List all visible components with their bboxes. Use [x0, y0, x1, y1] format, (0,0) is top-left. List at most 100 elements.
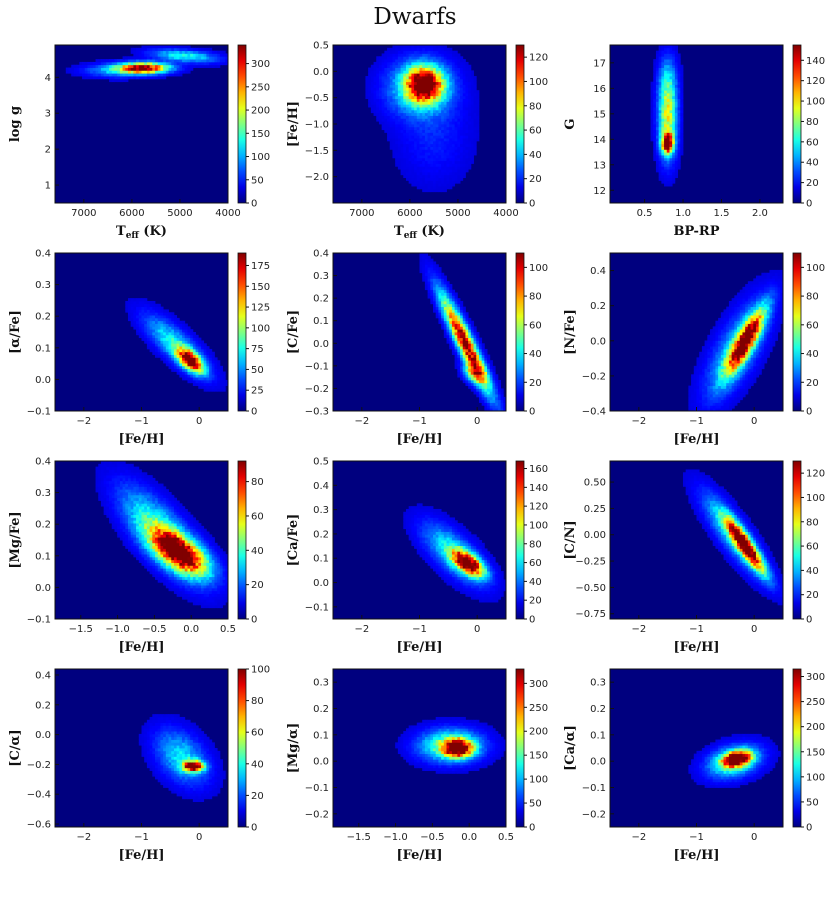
- heatmap-cell: [497, 402, 501, 406]
- heatmap-cell: [457, 140, 461, 145]
- heatmap-cell: [422, 264, 426, 268]
- heatmap-cells: [125, 298, 229, 392]
- heatmap-cell: [419, 70, 423, 74]
- heatmap-cell: [411, 78, 415, 83]
- heatmap-cell: [416, 121, 420, 125]
- heatmap-cell: [173, 56, 178, 60]
- heatmap-cell: [443, 334, 447, 339]
- heatmap-cell: [392, 115, 396, 119]
- heatmap-cell: [176, 371, 180, 375]
- heatmap-cell: [710, 379, 714, 384]
- heatmap-cell: [133, 67, 137, 71]
- heatmap-cell: [478, 388, 483, 392]
- heatmap-cell: [438, 64, 442, 68]
- heatmap-cell: [408, 166, 412, 170]
- heatmap-cell: [127, 61, 132, 66]
- heatmap-cell: [187, 45, 191, 49]
- heatmap-cell: [747, 303, 751, 308]
- heatmap-cell: [430, 78, 434, 83]
- heatmap-cell: [427, 76, 431, 80]
- heatmap-cell: [710, 377, 714, 381]
- heatmap-cell: [141, 326, 145, 330]
- heatmap-cell: [424, 101, 429, 105]
- heatmap-cell: [761, 312, 765, 316]
- heatmap-cell: [138, 329, 142, 333]
- heatmap-cell: [144, 303, 148, 308]
- heatmap-cell: [152, 309, 156, 313]
- heatmap-cell: [710, 408, 714, 412]
- heatmap-cell: [397, 45, 401, 49]
- heatmap-cell: [387, 109, 391, 114]
- heatmap-cell: [672, 76, 676, 80]
- heatmap-cell: [446, 140, 450, 145]
- heatmap-cell: [370, 104, 374, 108]
- heatmap-cell: [696, 360, 700, 364]
- heatmap-cell: [163, 59, 167, 63]
- heatmap-cell: [200, 53, 205, 57]
- heatmap-cell: [465, 64, 469, 68]
- heatmap-cell: [734, 402, 738, 406]
- heatmap-cell: [176, 340, 180, 344]
- heatmap-cell: [378, 73, 383, 77]
- heatmap-cell: [411, 56, 415, 60]
- colorbar-tick-label: 60: [806, 137, 819, 148]
- heatmap-cell: [693, 405, 697, 409]
- heatmap-cell: [462, 160, 466, 164]
- heatmap-cell: [460, 300, 464, 305]
- heatmap-cell: [157, 50, 161, 54]
- heatmap-cell: [478, 346, 483, 350]
- heatmap-cell: [737, 312, 741, 316]
- heatmap-cell: [739, 337, 743, 341]
- heatmap-cell: [433, 188, 437, 193]
- heatmap-cell: [734, 348, 738, 353]
- heatmap-cell: [214, 388, 218, 392]
- heatmap-cell: [658, 121, 662, 125]
- heatmap-cell: [389, 67, 393, 71]
- heatmap-cell: [171, 337, 175, 341]
- heatmap-cell: [176, 329, 180, 333]
- heatmap-cell: [723, 337, 727, 341]
- heatmap-cell: [163, 53, 167, 57]
- heatmap-cell: [419, 53, 423, 57]
- heatmap-cell: [171, 53, 175, 57]
- heatmap-cell: [487, 408, 491, 412]
- heatmap-cell: [460, 337, 464, 341]
- heatmap-cell: [674, 149, 678, 153]
- heatmap-cell: [658, 47, 662, 52]
- heatmap-cell: [405, 104, 410, 108]
- heatmap-cell: [171, 354, 175, 358]
- heatmap-cell: [403, 121, 407, 125]
- heatmap-cell: [441, 149, 445, 153]
- heatmap-cell: [190, 56, 194, 60]
- heatmap-cell: [155, 315, 159, 319]
- heatmap-cell: [664, 129, 668, 133]
- heatmap-cell: [373, 95, 377, 100]
- heatmap-cell: [200, 346, 205, 350]
- heatmap-cell: [438, 47, 442, 52]
- heatmap-cell: [414, 70, 418, 74]
- plot-frame: [54, 44, 229, 204]
- heatmap-cell: [462, 334, 466, 339]
- heatmap-cell: [368, 104, 372, 108]
- heatmap-cell: [438, 121, 442, 125]
- heatmap-cell: [430, 298, 434, 302]
- heatmap-cell: [454, 143, 458, 147]
- heatmap-cell: [389, 138, 393, 142]
- colorbar-tick-label: 20: [806, 178, 819, 189]
- heatmap-cell: [430, 289, 434, 293]
- heatmap-cell: [389, 135, 393, 139]
- heatmap-cell: [408, 140, 412, 145]
- heatmap-cell: [734, 323, 738, 327]
- heatmap-cell: [206, 371, 210, 375]
- heatmap-cell: [430, 171, 434, 176]
- heatmap-cell: [217, 61, 221, 66]
- colorbar-tick-label: 200: [251, 106, 270, 117]
- heatmap-cell: [179, 64, 183, 68]
- heatmap-cell: [430, 180, 434, 184]
- heatmap-cell: [669, 47, 673, 52]
- heatmap-cell: [677, 163, 681, 167]
- heatmap-cell: [465, 348, 469, 353]
- heatmap-cell: [758, 320, 762, 324]
- heatmap-cell: [468, 101, 472, 105]
- heatmap-cell: [718, 360, 722, 364]
